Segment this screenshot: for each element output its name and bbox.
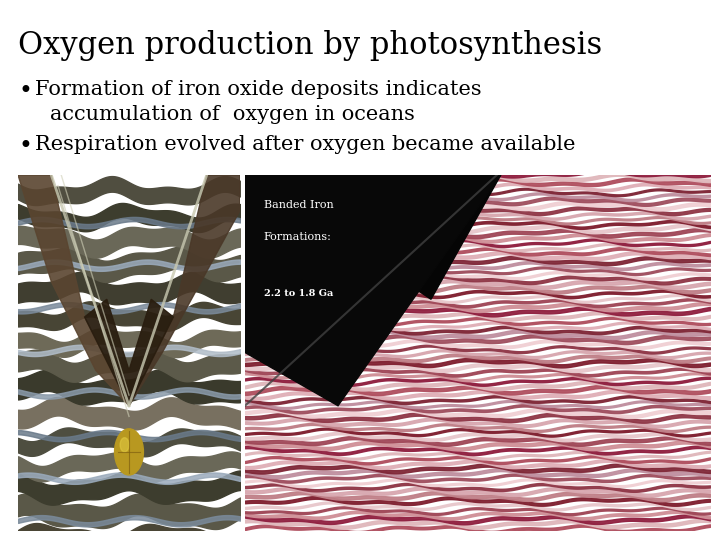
Polygon shape: [85, 299, 174, 406]
Polygon shape: [245, 175, 500, 406]
Text: Oxygen production by photosynthesis: Oxygen production by photosynthesis: [18, 30, 602, 61]
Polygon shape: [129, 175, 240, 406]
Text: accumulation of  oxygen in oceans: accumulation of oxygen in oceans: [50, 105, 415, 124]
Text: Formations:: Formations:: [264, 232, 331, 242]
Circle shape: [114, 429, 143, 475]
Text: •: •: [18, 80, 32, 103]
Text: 2.2 to 1.8 Ga: 2.2 to 1.8 Ga: [264, 288, 333, 298]
Circle shape: [120, 438, 129, 452]
Text: Banded Iron: Banded Iron: [264, 200, 333, 210]
Text: Formation of iron oxide deposits indicates: Formation of iron oxide deposits indicat…: [35, 80, 482, 99]
Text: •: •: [18, 135, 32, 158]
Polygon shape: [245, 175, 500, 335]
Polygon shape: [18, 175, 129, 406]
Text: Respiration evolved after oxygen became available: Respiration evolved after oxygen became …: [35, 135, 575, 154]
